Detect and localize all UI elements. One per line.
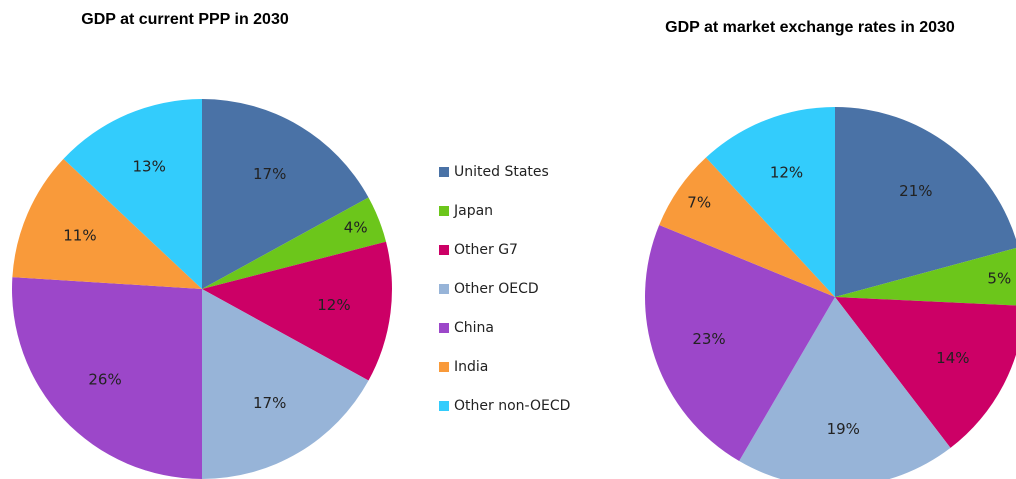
pie-slice: [645, 224, 835, 462]
legend-swatch: [439, 206, 449, 216]
pie-slice: [63, 99, 203, 289]
pie-slice: [202, 241, 392, 381]
data-label: 26%: [88, 371, 121, 389]
legend-swatch: [439, 167, 449, 177]
data-label: 13%: [133, 157, 166, 175]
pie-slice: [835, 297, 1016, 448]
legend-label: Other OECD: [454, 281, 539, 297]
data-label: 7%: [687, 193, 711, 211]
pie-slice: [835, 107, 1016, 297]
chart-title: GDP at current PPP in 2030: [81, 11, 289, 28]
legend-label: China: [454, 320, 494, 336]
data-label: 19%: [827, 420, 860, 438]
pie-slice: [202, 289, 369, 479]
pie-slice: [12, 158, 202, 289]
legend-swatch: [439, 401, 449, 411]
legend-label: Japan: [453, 203, 493, 219]
pie-slice: [739, 297, 951, 479]
pie-slice: [202, 197, 387, 289]
legend-swatch: [439, 245, 449, 255]
legend-swatch: [439, 362, 449, 372]
legend-label: Other non-OECD: [454, 398, 570, 414]
legend-label: Other G7: [454, 242, 518, 258]
data-label: 17%: [253, 394, 286, 412]
pie-slice: [835, 247, 1016, 306]
data-label: 17%: [253, 165, 286, 183]
data-label: 4%: [344, 219, 368, 237]
legend-swatch: [439, 323, 449, 333]
legend-label: United States: [454, 164, 549, 180]
data-label: 12%: [770, 164, 803, 182]
pie-slice: [705, 107, 835, 297]
pie-slice: [659, 157, 835, 297]
data-label: 5%: [987, 270, 1011, 288]
data-label: 12%: [317, 296, 350, 314]
legend-label: India: [454, 359, 488, 375]
chart-title: GDP at market exchange rates in 2030: [665, 19, 955, 36]
data-label: 11%: [63, 227, 96, 245]
pie-slice: [11, 277, 203, 479]
data-label: 23%: [692, 330, 725, 348]
data-label: 21%: [899, 182, 932, 200]
legend-swatch: [439, 284, 449, 294]
data-label: 14%: [936, 349, 969, 367]
pie-slice: [202, 99, 369, 289]
